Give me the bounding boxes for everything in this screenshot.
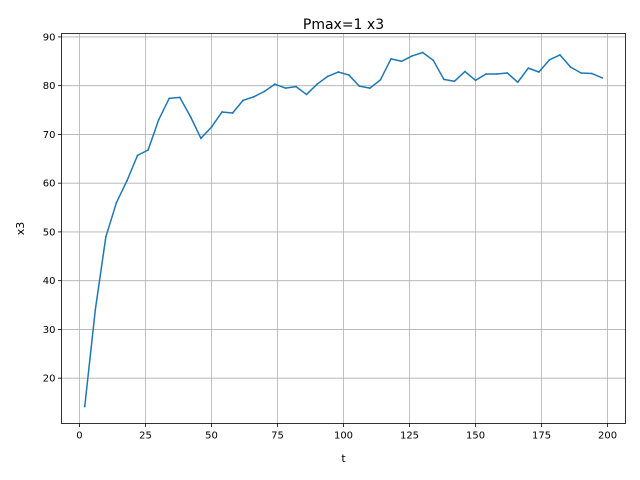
x-tick-label: 25 xyxy=(139,431,152,442)
data-point xyxy=(485,73,487,75)
data-point xyxy=(580,72,583,74)
data-point xyxy=(569,66,572,69)
x-tick-label: 125 xyxy=(400,431,419,442)
data-point xyxy=(178,96,181,99)
data-point xyxy=(358,85,361,88)
data-point xyxy=(316,83,318,86)
data-point xyxy=(242,99,245,102)
x-tick-label: 100 xyxy=(334,431,353,442)
data-point xyxy=(453,80,456,83)
data-point xyxy=(284,87,287,89)
data-point xyxy=(442,78,445,81)
series-layer xyxy=(83,51,604,408)
x-tick-label: 75 xyxy=(271,431,284,442)
data-point xyxy=(590,72,593,75)
data-point xyxy=(136,154,139,157)
x-tick-label: 50 xyxy=(205,431,218,442)
data-point xyxy=(252,95,255,98)
data-point xyxy=(210,126,213,128)
data-point xyxy=(369,87,371,89)
y-tick-label: 40 xyxy=(43,276,56,287)
data-point xyxy=(495,73,498,75)
data-point xyxy=(537,71,540,73)
y-tick-label: 70 xyxy=(43,130,56,141)
data-point xyxy=(400,60,403,63)
data-point xyxy=(200,137,202,140)
data-point xyxy=(337,71,340,73)
data-point xyxy=(474,79,477,82)
data-point xyxy=(548,58,551,61)
data-point xyxy=(104,235,107,238)
y-axis-label: x3 xyxy=(14,222,27,236)
data-point xyxy=(273,83,276,86)
data-point xyxy=(189,115,192,118)
axis-ticks: 0 25 50 75 100 125 150 175 200 20 30 40 50 60 70 80 90 xyxy=(43,32,617,441)
x-tick-label: 0 xyxy=(76,431,82,442)
data-point xyxy=(379,78,382,81)
data-point xyxy=(506,72,509,74)
series-line xyxy=(83,51,604,408)
x-tick-label: 150 xyxy=(466,431,485,442)
y-tick-label: 20 xyxy=(43,374,56,385)
data-point xyxy=(126,179,128,182)
data-point xyxy=(231,112,234,114)
data-point xyxy=(295,85,297,88)
data-point xyxy=(559,54,561,56)
data-point xyxy=(147,149,150,151)
x-axis-label: t xyxy=(341,452,346,465)
data-point xyxy=(390,57,392,60)
data-point xyxy=(421,51,424,54)
y-tick-label: 80 xyxy=(43,81,56,92)
y-tick-label: 30 xyxy=(43,325,56,336)
data-point xyxy=(157,118,160,121)
chart-title: Pmax=1 x3 xyxy=(303,17,384,33)
data-point xyxy=(305,93,308,96)
data-point xyxy=(115,201,118,204)
y-tick-label: 50 xyxy=(43,227,56,238)
data-point xyxy=(263,90,266,93)
data-point xyxy=(221,111,223,113)
x-tick-label: 175 xyxy=(532,431,551,442)
data-point xyxy=(347,74,350,76)
data-point xyxy=(168,97,171,100)
data-point xyxy=(411,55,414,57)
data-point xyxy=(432,59,435,62)
grid-lines xyxy=(61,33,626,424)
data-point xyxy=(83,405,86,408)
x-tick-label: 200 xyxy=(598,431,617,442)
data-point xyxy=(326,75,329,78)
y-tick-label: 90 xyxy=(43,32,56,43)
data-point xyxy=(94,309,97,311)
y-tick-label: 60 xyxy=(43,179,56,190)
data-point xyxy=(516,81,519,84)
data-point xyxy=(464,70,466,73)
data-point xyxy=(527,67,530,70)
data-point xyxy=(601,76,604,79)
